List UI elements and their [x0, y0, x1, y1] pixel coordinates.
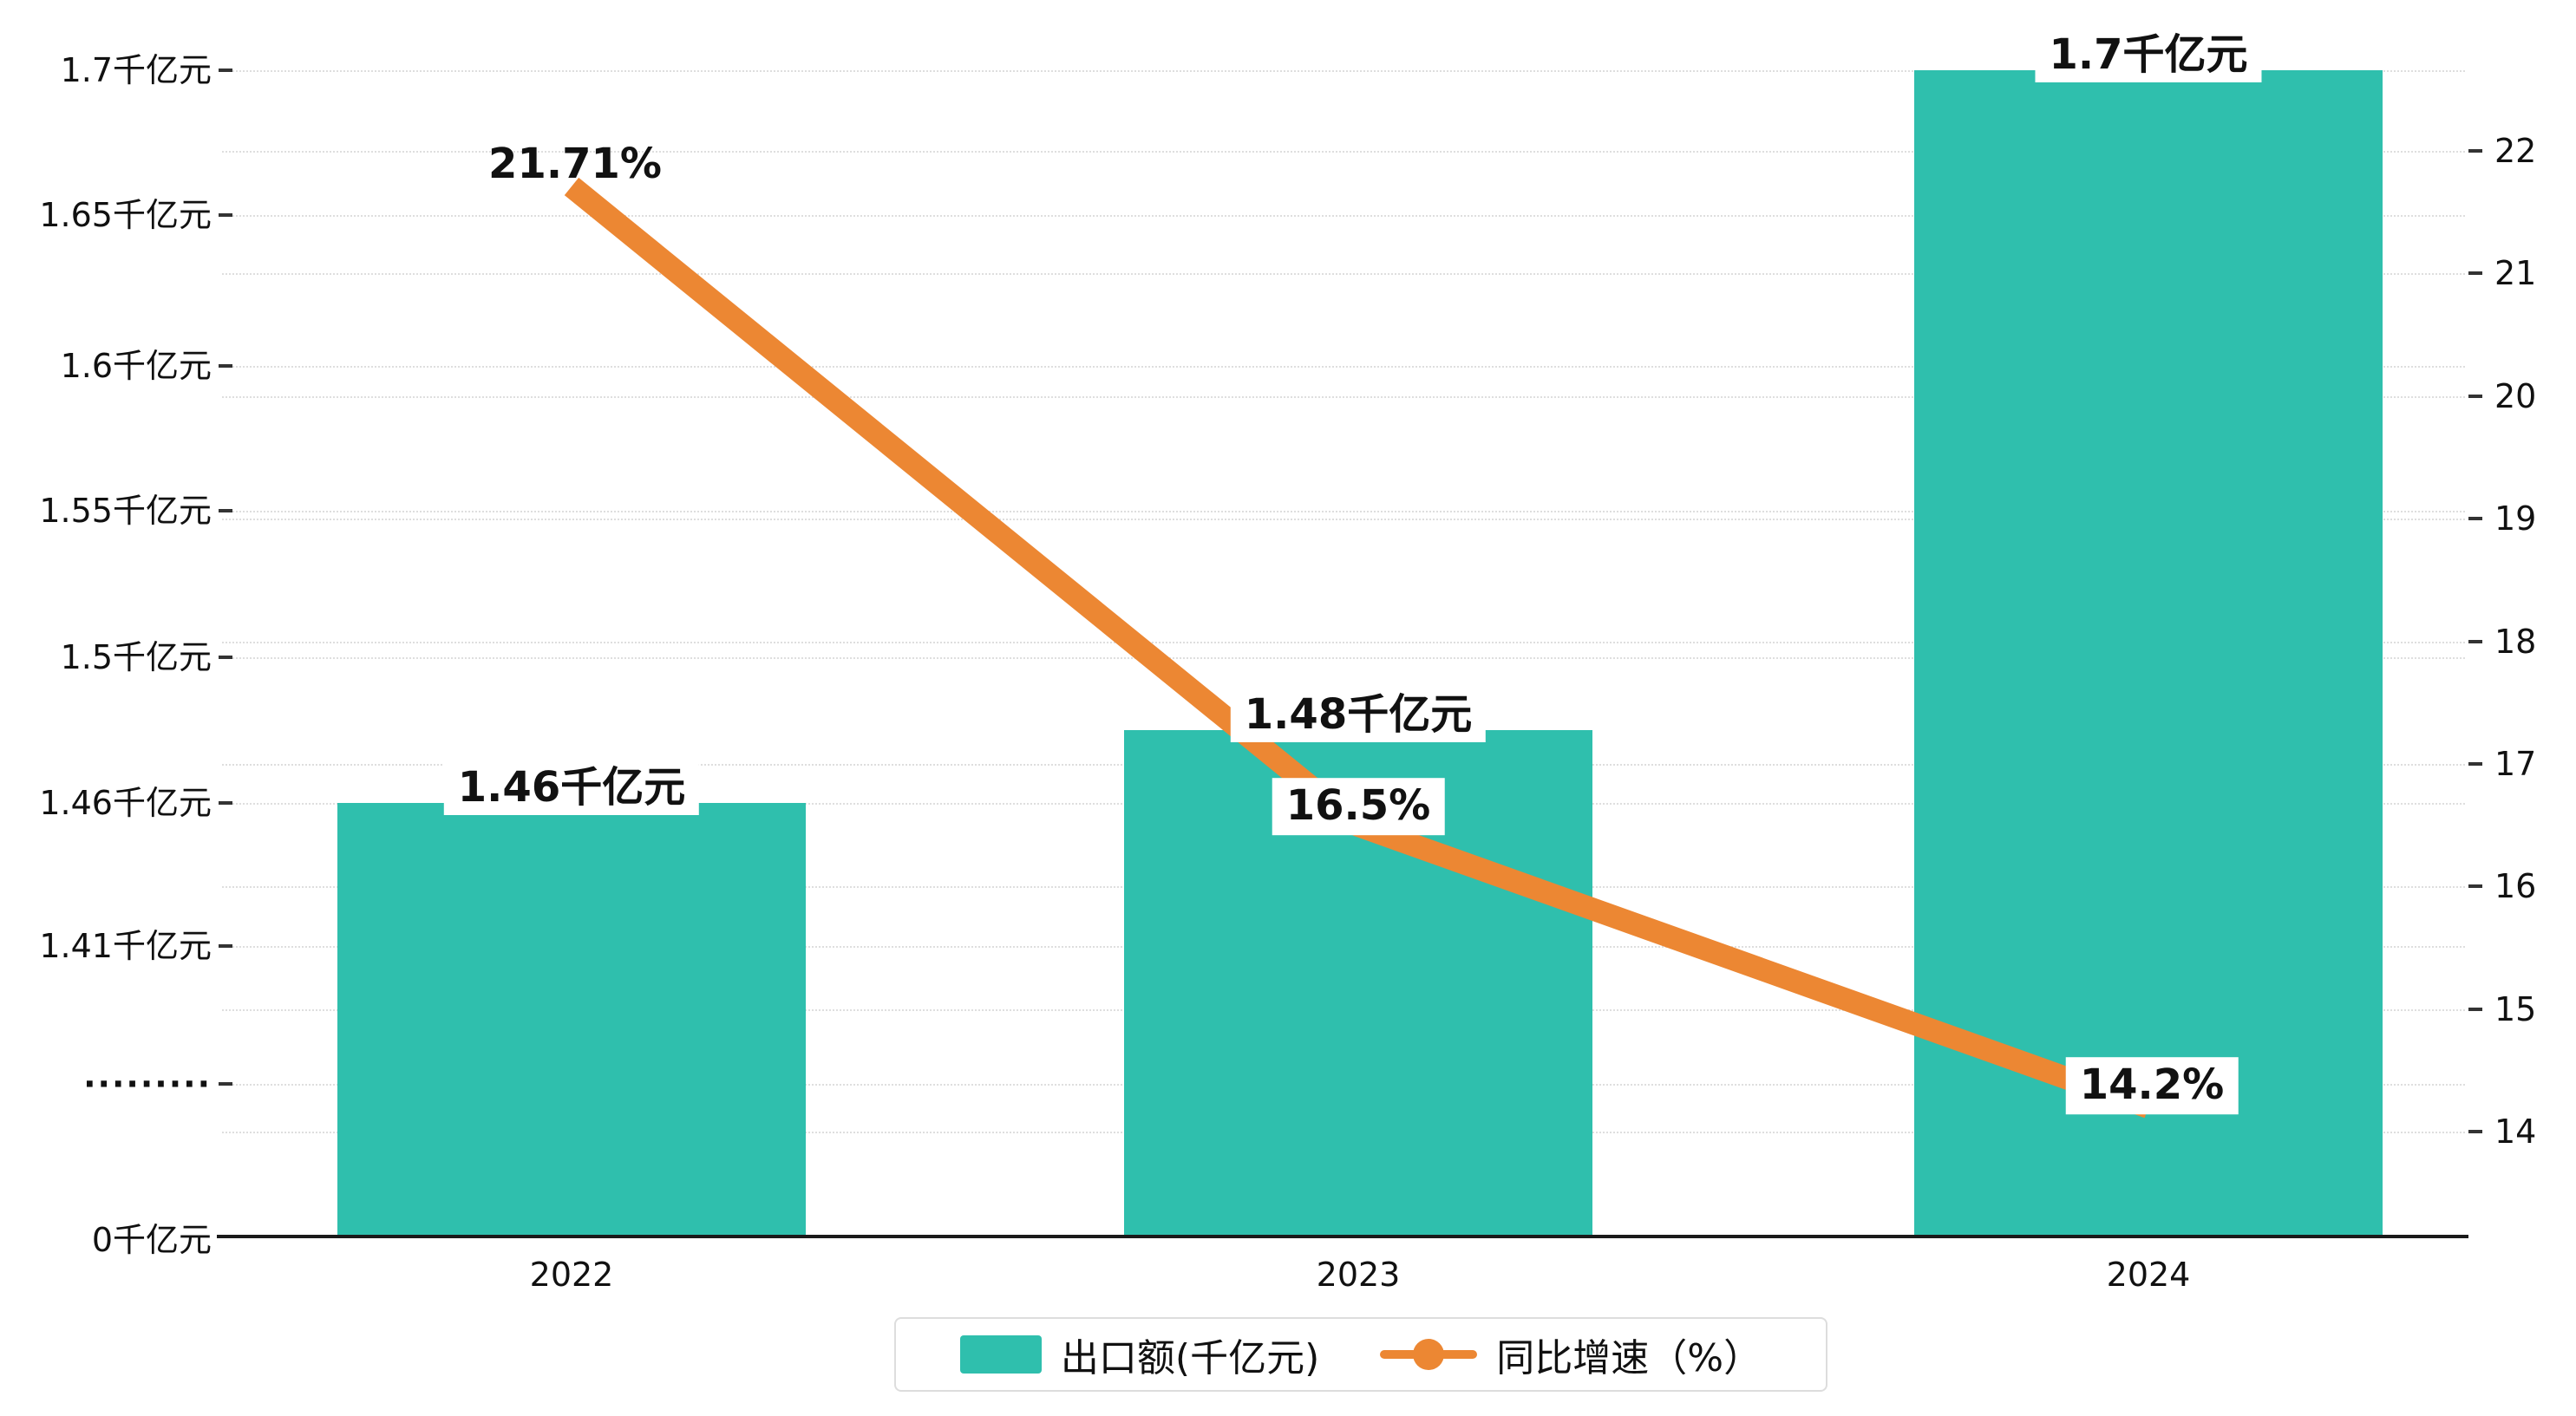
y2-axis-label: 18 — [2494, 623, 2537, 661]
bar-series-swatch-icon — [959, 1335, 1042, 1374]
y-axis-tick — [219, 801, 232, 805]
y2-axis-label: 14 — [2494, 1113, 2537, 1151]
line-series-marker-icon — [1380, 1339, 1478, 1370]
y-axis-tick — [219, 69, 232, 72]
y-axis-label: 1.41千亿元 — [39, 927, 212, 965]
line-value-label: 14.2% — [2065, 1057, 2239, 1114]
y2-axis-label: 17 — [2494, 745, 2537, 783]
line-series-dot-icon — [1413, 1339, 1445, 1370]
legend-label-export: 出口额(千亿元) — [1060, 1336, 1320, 1380]
gridline — [222, 70, 2465, 72]
y-axis-tick — [219, 1082, 232, 1086]
y2-axis-label: 20 — [2494, 377, 2537, 415]
y2-axis-tick — [2468, 762, 2482, 766]
x-axis-label: 2022 — [529, 1256, 614, 1294]
y-axis-label: 1.65千亿元 — [39, 196, 212, 234]
y-axis-label: 1.7千亿元 — [60, 51, 212, 89]
y2-axis-label: 15 — [2494, 990, 2537, 1028]
bar-value-label: 1.48千亿元 — [1230, 688, 1487, 742]
line-value-label: 21.71% — [488, 140, 662, 189]
gridline — [222, 151, 2465, 153]
x-axis-line — [217, 1235, 2468, 1238]
y-axis-label: 1.5千亿元 — [60, 638, 212, 676]
bar-2022[interactable] — [337, 803, 806, 1235]
y-axis-tick — [219, 213, 232, 217]
y-axis-label: 1.6千亿元 — [60, 347, 212, 385]
legend-item-growth[interactable]: 同比增速（%） — [1380, 1327, 1762, 1382]
y2-axis-tick — [2468, 1008, 2482, 1011]
y2-axis-label: 19 — [2494, 499, 2537, 538]
line-value-label: 16.5% — [1272, 778, 1445, 835]
y-axis-tick — [219, 364, 232, 368]
y2-axis-label: 22 — [2494, 132, 2537, 170]
legend: 出口额(千亿元) 同比增速（%） — [894, 1317, 1827, 1392]
y2-axis-label: 21 — [2494, 254, 2537, 292]
y2-axis-tick — [2468, 517, 2482, 520]
y-axis-label: 1.46千亿元 — [39, 784, 212, 822]
y-axis-tick — [219, 656, 232, 659]
y-axis-label: 0千亿元 — [91, 1221, 212, 1259]
bar-value-label: 1.46千亿元 — [443, 761, 700, 815]
legend-item-export[interactable]: 出口额(千亿元) — [959, 1327, 1320, 1382]
x-axis-label: 2024 — [2106, 1256, 2191, 1294]
y2-axis-tick — [2468, 1130, 2482, 1133]
y-axis-break-marker: ········· — [83, 1065, 212, 1103]
x-axis-label: 2023 — [1316, 1256, 1401, 1294]
y2-axis-tick — [2468, 149, 2482, 153]
y-axis-tick — [219, 944, 232, 948]
y2-axis-tick — [2468, 271, 2482, 275]
y-axis-tick — [219, 509, 232, 512]
y2-axis-tick — [2468, 395, 2482, 398]
bar-value-label: 1.7千亿元 — [2035, 29, 2262, 82]
y2-axis-tick — [2468, 640, 2482, 643]
y2-axis-label: 16 — [2494, 867, 2537, 905]
y2-axis-tick — [2468, 884, 2482, 888]
legend-label-growth: 同比增速（%） — [1496, 1336, 1762, 1380]
y-axis-label: 1.55千亿元 — [39, 492, 212, 530]
